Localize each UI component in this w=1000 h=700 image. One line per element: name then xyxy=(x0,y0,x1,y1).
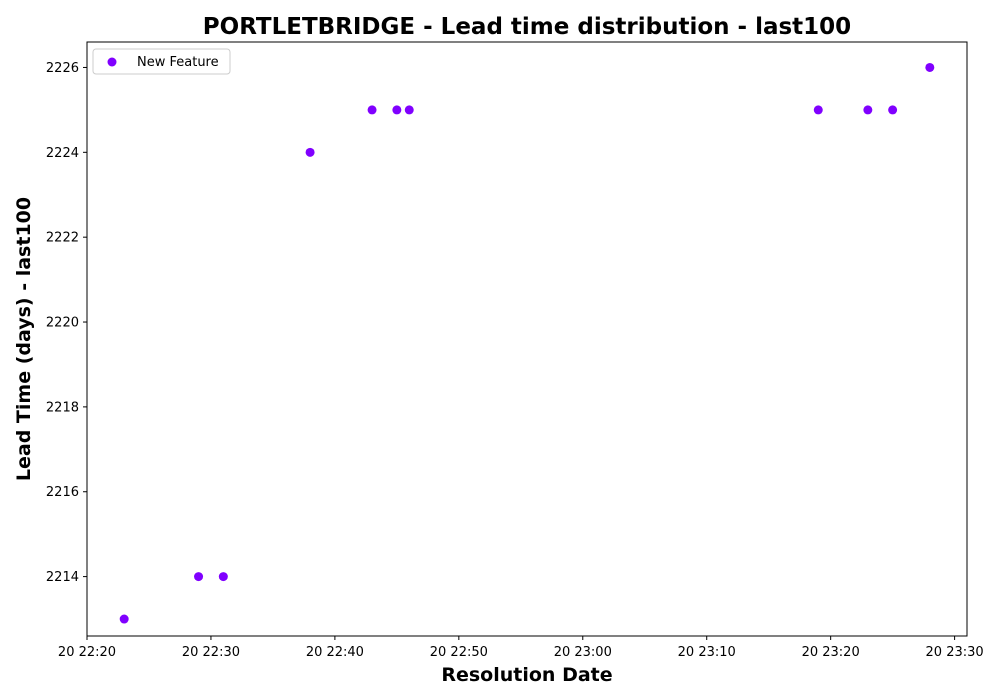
y-tick-label: 2216 xyxy=(46,485,79,500)
y-axis: 2214 2216 2218 2220 2222 2224 2226 xyxy=(46,61,87,585)
y-tick-label: 2218 xyxy=(46,400,79,415)
y-tick-label: 2220 xyxy=(46,316,79,331)
x-tick-label: 20 23:20 xyxy=(802,645,860,660)
data-point xyxy=(367,105,377,115)
x-tick-label: 20 22:40 xyxy=(306,645,364,660)
x-axis: 20 22:20 20 22:30 20 22:40 20 22:50 20 23:00… xyxy=(58,636,984,660)
x-tick-label: 20 23:10 xyxy=(678,645,736,660)
data-point xyxy=(925,62,935,72)
x-tick-label: 20 22:20 xyxy=(58,645,116,660)
data-point xyxy=(119,614,129,624)
data-point xyxy=(813,105,823,115)
data-point xyxy=(194,572,204,582)
data-point xyxy=(863,105,873,115)
x-axis-label: Resolution Date xyxy=(441,664,612,686)
chart-title: PORTLETBRIDGE - Lead time distribution -… xyxy=(203,14,851,40)
data-point xyxy=(305,147,315,157)
y-tick-label: 2222 xyxy=(46,231,79,246)
x-tick-label: 20 23:00 xyxy=(554,645,612,660)
data-point xyxy=(392,105,402,115)
legend-label: New Feature xyxy=(137,55,219,70)
data-point xyxy=(404,105,414,115)
data-points xyxy=(119,62,935,624)
x-tick-label: 20 22:30 xyxy=(182,645,240,660)
x-tick-label: 20 22:50 xyxy=(430,645,488,660)
y-axis-label: Lead Time (days) - last100 xyxy=(13,197,35,481)
data-point xyxy=(218,572,228,582)
plot-frame xyxy=(86,41,968,637)
legend: New Feature xyxy=(92,48,231,75)
legend-marker xyxy=(107,57,117,67)
x-tick-label: 20 23:30 xyxy=(926,645,984,660)
legend-box xyxy=(92,48,231,75)
y-tick-label: 2214 xyxy=(46,570,79,585)
data-point xyxy=(888,105,898,115)
y-tick-label: 2226 xyxy=(46,61,79,76)
y-tick-label: 2224 xyxy=(46,146,79,161)
